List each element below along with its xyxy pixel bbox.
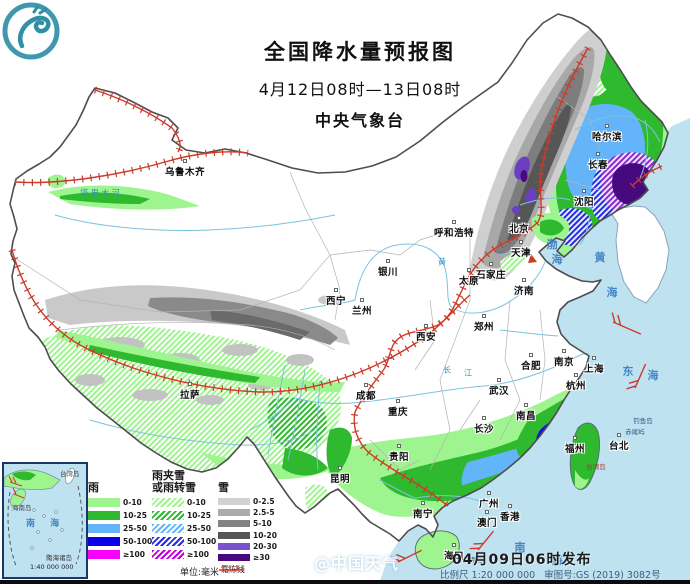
legend-chip bbox=[88, 511, 120, 520]
legend-group-title: 雪 bbox=[218, 481, 229, 494]
legend-range: 20-30 bbox=[253, 541, 277, 551]
legend-chip bbox=[218, 509, 250, 517]
legend-chip bbox=[88, 550, 120, 559]
legend-chip bbox=[88, 524, 120, 533]
legend-chip bbox=[218, 554, 250, 562]
legend-range: 50-100 bbox=[123, 537, 153, 546]
legend-range: 0-10 bbox=[187, 498, 206, 507]
legend-group-sleet: 雨夹雪 或雨转雪 0-10 10-25 25-50 50-100 ≥100 bbox=[152, 466, 216, 561]
legend-chip bbox=[152, 537, 184, 546]
legend-chip bbox=[218, 542, 250, 550]
legend-range: 25-50 bbox=[123, 524, 147, 533]
legend-row: ≥100 bbox=[88, 548, 152, 561]
legend-range: 25-50 bbox=[187, 524, 211, 533]
legend-chip bbox=[152, 511, 184, 520]
watermark-handle: @中国天气 bbox=[314, 554, 400, 573]
legend-row: 10-25 bbox=[88, 509, 152, 522]
watermark: @中国天气 bbox=[283, 548, 400, 576]
frost-line-symbol bbox=[219, 565, 244, 571]
legend-range: 0-10 bbox=[123, 498, 142, 507]
weibo-eye-icon bbox=[283, 548, 311, 576]
frost-line-legend: 霜冻线 bbox=[218, 564, 245, 575]
legend-range: 10-25 bbox=[187, 511, 211, 520]
legend-chip bbox=[218, 498, 250, 506]
legend-row: 25-50 bbox=[152, 522, 216, 535]
cma-dragon-logo bbox=[2, 2, 60, 60]
inset-scale: 1:40 000 000 bbox=[30, 563, 74, 571]
legend-row: 10-20 bbox=[218, 530, 277, 541]
precip-legend: 雨 0-10 10-25 25-50 50-100 ≥100 雨夹雪 或雨转雪 0-10 10-2… bbox=[86, 466, 292, 578]
publish-time: 04月09日06时发布 bbox=[452, 552, 592, 568]
legend-range: ≥30 bbox=[253, 553, 270, 563]
south-china-sea-inset: 台湾岛 海南岛 南 海 南海诸岛 1:40 000 000 bbox=[2, 462, 88, 579]
legend-unit: 单位:毫米 bbox=[180, 568, 220, 578]
legend-row: 0-10 bbox=[88, 496, 152, 509]
legend-chip bbox=[152, 524, 184, 533]
bottom-bar bbox=[0, 580, 690, 584]
legend-row: 20-30 bbox=[218, 541, 277, 552]
inset-taiwan-label: 台湾岛 bbox=[60, 470, 80, 478]
legend-group-title: 雨夹雪 或雨转雪 bbox=[152, 469, 196, 494]
legend-group-title: 雨 bbox=[88, 481, 99, 494]
korea-peninsula bbox=[611, 205, 670, 304]
legend-row: 0-10 bbox=[152, 496, 216, 509]
legend-row: 10-25 bbox=[152, 509, 216, 522]
legend-group-rain: 雨 0-10 10-25 25-50 50-100 ≥100 bbox=[88, 466, 152, 561]
legend-row: 2.5-5 bbox=[218, 507, 277, 518]
legend-chip bbox=[88, 537, 120, 546]
forecast-period: 4月12日08时—13日08时 bbox=[258, 80, 462, 99]
legend-row: 50-100 bbox=[88, 535, 152, 548]
legend-row: 0-2.5 bbox=[218, 496, 277, 507]
legend-range: 0-2.5 bbox=[253, 497, 275, 507]
legend-chip bbox=[218, 520, 250, 528]
legend-row: ≥30 bbox=[218, 552, 277, 563]
inset-map bbox=[4, 468, 83, 567]
legend-range: 10-20 bbox=[253, 530, 277, 540]
sea-area bbox=[379, 118, 690, 584]
inset-sea-label: 南 海 bbox=[26, 519, 66, 529]
legend-range: ≥100 bbox=[123, 550, 145, 559]
legend-chip bbox=[152, 550, 184, 559]
legend-range: 10-25 bbox=[123, 511, 147, 520]
legend-row: ≥100 bbox=[152, 548, 216, 561]
legend-row: 50-100 bbox=[152, 535, 216, 548]
inset-islands-label: 南海诸岛 bbox=[46, 554, 72, 562]
legend-row: 5-10 bbox=[218, 518, 277, 529]
inset-hainan-label: 海南岛 bbox=[12, 504, 32, 512]
agency-name: 中央气象台 bbox=[314, 111, 405, 130]
legend-chip bbox=[88, 498, 120, 507]
map-approval-number: 审图号:GS (2019) 3082号 bbox=[544, 570, 661, 581]
legend-range: 50-100 bbox=[187, 537, 217, 546]
legend-range: 5-10 bbox=[253, 519, 272, 529]
page-title: 全国降水量预报图 bbox=[264, 40, 456, 64]
map-header: 全国降水量预报图 4月12日08时—13日08时 中央气象台 bbox=[185, 36, 535, 131]
legend-group-snow: 雪 0-2.5 2.5-5 5-10 10-20 20-30 ≥30 bbox=[218, 466, 277, 563]
map-scale: 比例尺 1:20 000 000 bbox=[440, 570, 536, 581]
legend-chip bbox=[218, 531, 250, 539]
legend-range: ≥100 bbox=[187, 550, 209, 559]
legend-row: 25-50 bbox=[88, 522, 152, 535]
legend-chip bbox=[152, 498, 184, 507]
legend-range: 2.5-5 bbox=[253, 508, 275, 518]
map-license-line: 比例尺 1:20 000 000 审图号:GS (2019) 3082号 bbox=[440, 567, 670, 581]
